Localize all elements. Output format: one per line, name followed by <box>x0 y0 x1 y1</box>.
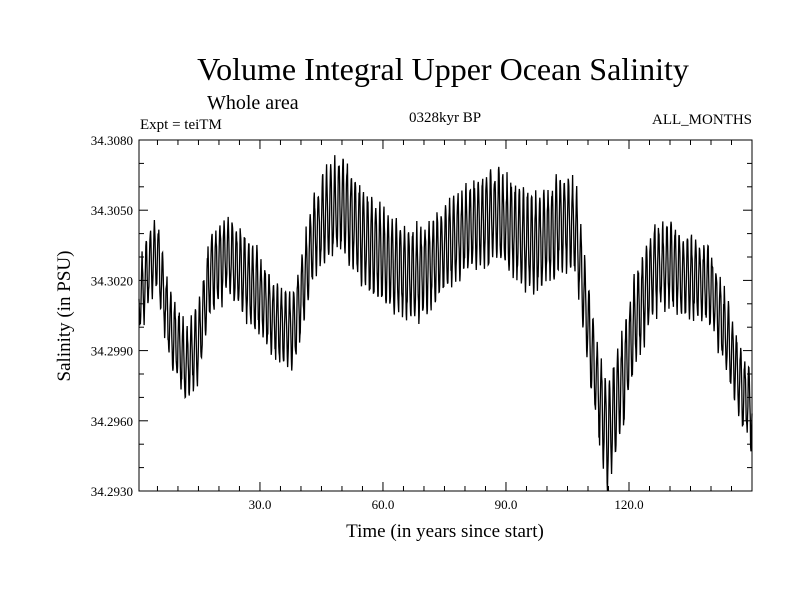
experiment-label: Expt = teiTM <box>140 117 222 133</box>
y-tick-label: 34.2960 <box>91 414 133 429</box>
plot-frame <box>138 139 753 492</box>
x-tick-label: 60.0 <box>372 497 395 512</box>
x-axis-ticks: 30.0 60.0 90.0 120.0 <box>156 140 732 512</box>
salinity-series-line <box>138 155 753 492</box>
x-tick-label: 120.0 <box>614 497 643 512</box>
y-axis-label: Salinity (in PSU) <box>54 251 75 382</box>
plot-area: 34.2930 34.2960 34.2990 34.3020 34.3050 34.30… <box>91 133 753 512</box>
y-axis-ticks: 34.2930 34.2960 34.2990 34.3020 34.3050 34.30… <box>91 133 752 499</box>
chart-title: Volume Integral Upper Ocean Salinity <box>197 51 689 87</box>
chart-subtitle: Whole area <box>207 92 299 114</box>
y-tick-label: 34.3020 <box>91 273 133 288</box>
x-tick-label: 30.0 <box>249 497 272 512</box>
x-axis-label: Time (in years since start) <box>346 521 544 542</box>
period-label: 0328kyr BP <box>409 110 481 126</box>
y-tick-label: 34.2990 <box>91 344 133 359</box>
months-label: ALL_MONTHS <box>652 112 752 128</box>
y-tick-label: 34.3080 <box>91 133 133 148</box>
y-tick-label: 34.3050 <box>91 203 133 218</box>
x-tick-label: 90.0 <box>495 497 518 512</box>
y-tick-label: 34.2930 <box>91 484 133 499</box>
